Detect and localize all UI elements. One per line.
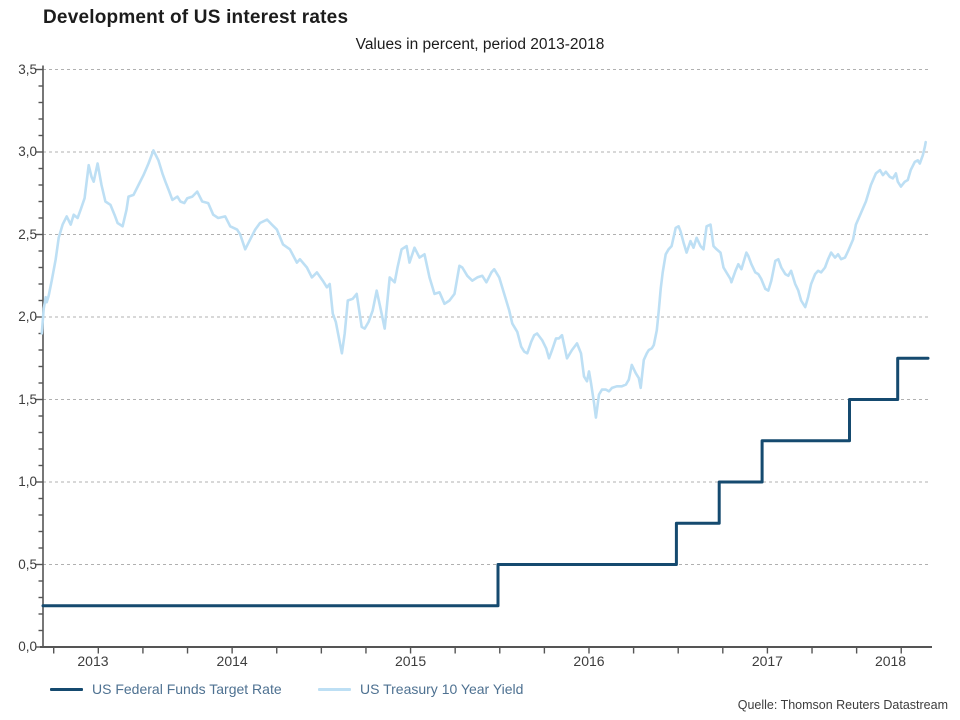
treasury-line-swatch <box>318 687 351 691</box>
x-axis-label: 2018 <box>874 653 907 669</box>
x-axis-label: 2015 <box>394 653 427 669</box>
y-axis-label: 0,0 <box>18 639 37 654</box>
x-axis-label: 2014 <box>216 653 248 669</box>
y-axis-label: 3,0 <box>18 144 37 159</box>
x-axis-label: 2016 <box>573 653 605 669</box>
source-attribution: Quelle: Thomson Reuters Datastream <box>737 698 948 712</box>
y-axis-label: 2,0 <box>18 309 37 324</box>
y-axis-label: 1,0 <box>18 474 37 489</box>
legend-item-treasury: US Treasury 10 Year Yield <box>318 679 523 699</box>
fed-funds-target-rate-line <box>41 356 930 608</box>
fed-funds-line-swatch <box>50 687 83 691</box>
chart-title: Development of US interest rates <box>43 7 349 28</box>
legend-label-treasury: US Treasury 10 Year Yield <box>360 681 524 697</box>
chart-subtitle: Values in percent, period 2013-2018 <box>355 36 605 53</box>
y-axis-label: 1,5 <box>18 391 37 407</box>
y-axis-label: 0,5 <box>18 556 37 572</box>
legend-item-fed-funds: US Federal Funds Target Rate <box>50 679 282 699</box>
x-axis-label: 2017 <box>751 653 783 669</box>
y-axis-label: 2,5 <box>18 226 37 242</box>
x-axis-label: 2013 <box>77 653 109 669</box>
legend-label-fed-funds: US Federal Funds Target Rate <box>92 681 282 697</box>
treasury-10y-yield-line <box>40 140 928 419</box>
y-axis-label: 3,5 <box>18 61 37 77</box>
